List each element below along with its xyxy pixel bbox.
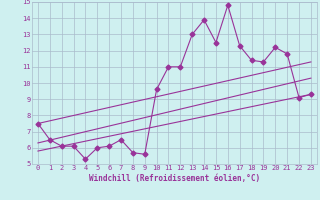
X-axis label: Windchill (Refroidissement éolien,°C): Windchill (Refroidissement éolien,°C) [89, 174, 260, 183]
